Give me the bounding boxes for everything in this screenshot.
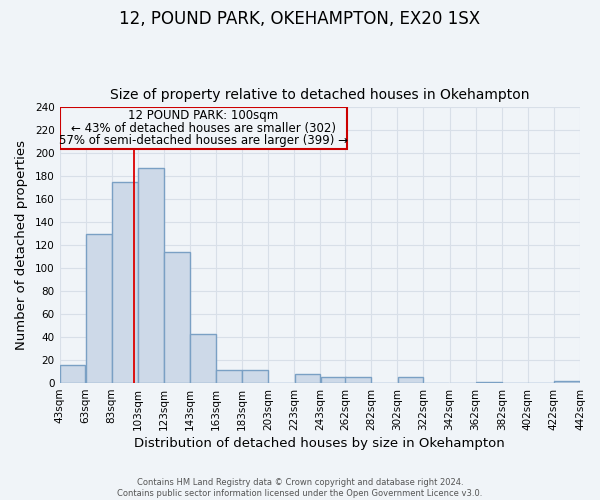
- Bar: [216, 370, 242, 383]
- Bar: [60, 364, 85, 383]
- Bar: [295, 374, 320, 383]
- Bar: [398, 378, 423, 383]
- Text: Contains HM Land Registry data © Crown copyright and database right 2024.
Contai: Contains HM Land Registry data © Crown c…: [118, 478, 482, 498]
- Bar: [138, 168, 164, 383]
- Bar: [346, 378, 371, 383]
- X-axis label: Distribution of detached houses by size in Okehampton: Distribution of detached houses by size …: [134, 437, 505, 450]
- Bar: [112, 182, 137, 383]
- Bar: [59, 108, 347, 148]
- Bar: [554, 381, 580, 383]
- Text: 12 POUND PARK: 100sqm: 12 POUND PARK: 100sqm: [128, 109, 278, 122]
- Bar: [190, 334, 216, 383]
- Bar: [86, 234, 112, 383]
- Text: ← 43% of detached houses are smaller (302): ← 43% of detached houses are smaller (30…: [71, 122, 335, 134]
- Text: 12, POUND PARK, OKEHAMPTON, EX20 1SX: 12, POUND PARK, OKEHAMPTON, EX20 1SX: [119, 10, 481, 28]
- Y-axis label: Number of detached properties: Number of detached properties: [15, 140, 28, 350]
- Text: 57% of semi-detached houses are larger (399) →: 57% of semi-detached houses are larger (…: [59, 134, 347, 147]
- Bar: [164, 252, 190, 383]
- Bar: [476, 382, 502, 383]
- Bar: [320, 378, 346, 383]
- Title: Size of property relative to detached houses in Okehampton: Size of property relative to detached ho…: [110, 88, 530, 102]
- Bar: [242, 370, 268, 383]
